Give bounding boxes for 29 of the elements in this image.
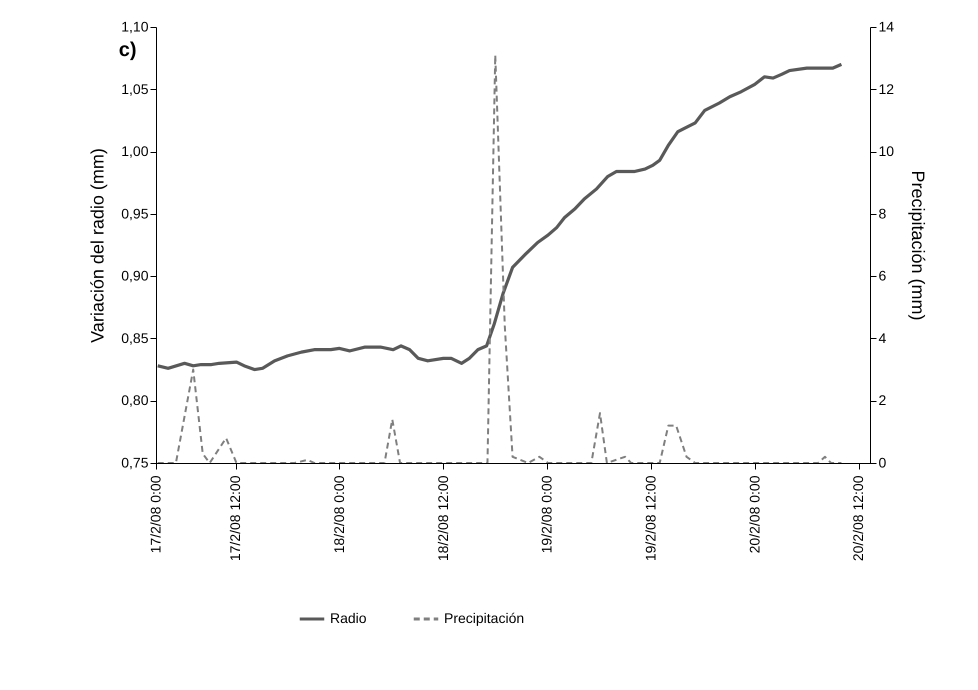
y2-tick-label: 12	[878, 80, 894, 97]
y-axis-title: Variación del radio (mm)	[87, 148, 108, 343]
y-tick-label: 1,00	[121, 143, 149, 160]
x-tick-label: 18/2/08 0:00	[330, 475, 347, 554]
x-tick-label: 20/2/08 12:00	[850, 475, 866, 562]
x-tick-label: 18/2/08 12:00	[434, 475, 451, 562]
y-tick-label: 1,10	[121, 18, 149, 34]
y2-tick-label: 4	[878, 330, 886, 346]
y2-tick-label: 8	[878, 205, 886, 222]
legend-label: Precipitación	[444, 610, 524, 626]
x-tick-label: 17/2/08 0:00	[148, 475, 164, 554]
text: c)	[118, 39, 137, 61]
x-tick-label: 20/2/08 0:00	[746, 475, 762, 554]
y-tick-label: 0,80	[121, 392, 149, 408]
y2-tick-label: 6	[878, 268, 886, 284]
x-tick-label: 17/2/08 12:00	[227, 475, 244, 562]
y2-axis-title: Precipitación (mm)	[908, 170, 928, 321]
y-tick-label: 0,90	[121, 268, 149, 284]
y2-tick-label: 14	[878, 18, 894, 34]
y-tick-label: 0,95	[121, 205, 149, 222]
y2-tick-label: 10	[878, 143, 894, 160]
legend-label: Radio	[330, 610, 367, 626]
y2-tick-label: 0	[878, 454, 886, 470]
y-tick-label: 0,75	[121, 454, 149, 470]
y2-tick-label: 2	[878, 392, 886, 408]
y-tick-label: 0,85	[121, 330, 149, 346]
x-tick-label: 19/2/08 12:00	[642, 475, 659, 562]
y-tick-label: 1,05	[121, 80, 149, 97]
x-tick-label: 19/2/08 0:00	[538, 475, 555, 554]
